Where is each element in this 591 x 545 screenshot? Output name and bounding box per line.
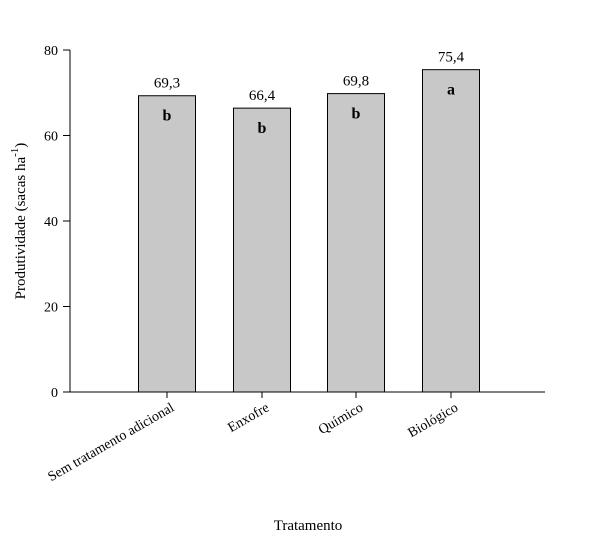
x-tick-label: Biológico: [406, 400, 461, 441]
bar-value-label: 69,3: [154, 76, 180, 92]
y-tick-label: 40: [44, 215, 58, 230]
y-axis-title: Produtividade (sacas ha-1): [9, 143, 29, 300]
y-tick-label: 0: [51, 386, 58, 401]
significance-letter: b: [163, 108, 172, 125]
y-axis-title-superscript: -1: [9, 148, 21, 157]
x-tick-label: Enxofre: [225, 400, 272, 436]
y-tick-label: 60: [44, 130, 58, 145]
y-tick-label: 80: [44, 44, 58, 59]
bars-group: [138, 69, 480, 393]
bar-value-label: 66,4: [249, 88, 276, 104]
y-axis-title-suffix: ): [13, 143, 29, 148]
x-tick-label: Sem tratamento adicional: [46, 400, 177, 485]
bar: [233, 107, 291, 393]
bar: [327, 93, 385, 393]
significance-letter: b: [352, 106, 361, 123]
x-tick-label: Químico: [316, 400, 366, 437]
x-axis-title: Tratamento: [274, 518, 343, 534]
y-axis-title-main: Produtividade (sacas ha: [13, 157, 29, 300]
y-tick-label: 20: [44, 301, 58, 316]
bar-value-label: 69,8: [343, 74, 369, 90]
significance-letter: a: [447, 82, 455, 99]
bar-value-label: 75,4: [438, 50, 465, 66]
bar: [422, 69, 480, 393]
bar: [138, 95, 196, 393]
significance-letter: b: [258, 120, 267, 137]
